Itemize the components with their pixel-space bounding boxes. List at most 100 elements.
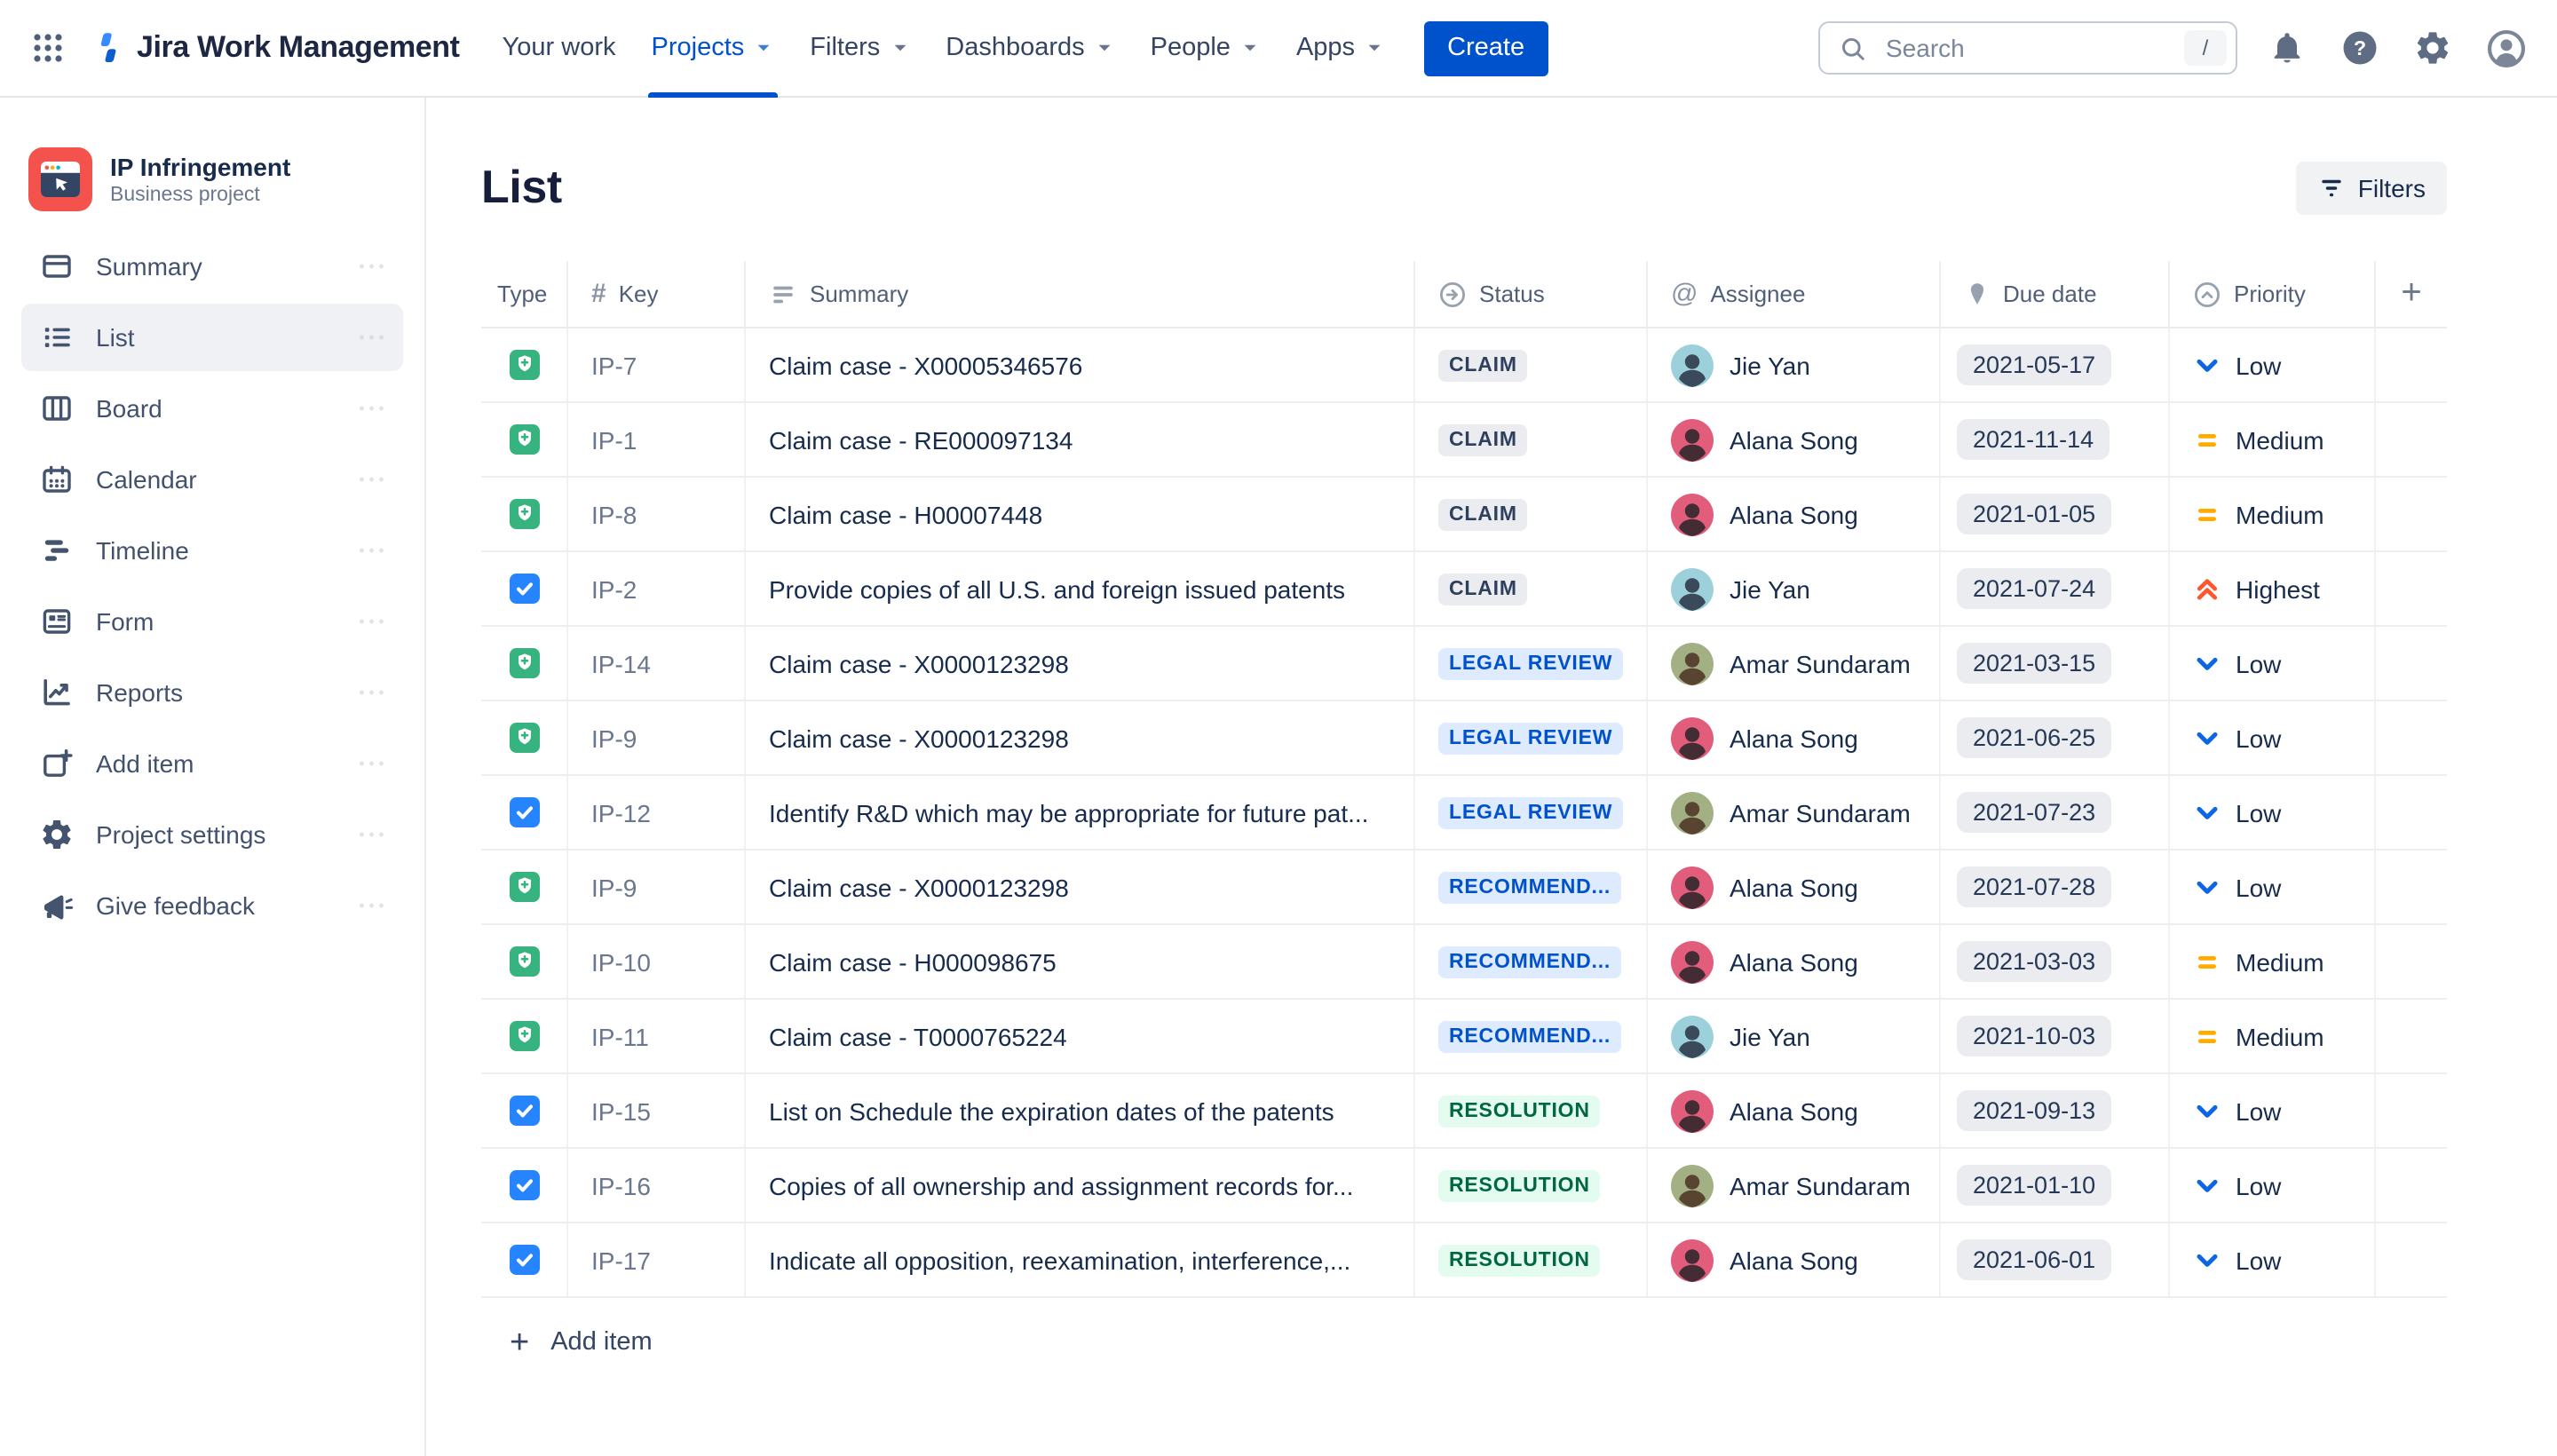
sidebar-item[interactable]: Form xyxy=(21,588,403,655)
sidebar-item[interactable]: Calendar xyxy=(21,446,403,513)
due-date-badge[interactable]: 2021-07-23 xyxy=(1957,792,2112,833)
summary-cell[interactable]: Claim case - T0000765224 xyxy=(746,1000,1415,1072)
status-badge[interactable]: RECOMMEND... xyxy=(1438,871,1622,903)
due-date-badge[interactable]: 2021-01-05 xyxy=(1957,494,2112,534)
item-overflow-dots[interactable] xyxy=(357,405,385,412)
summary-cell[interactable]: Claim case - X0000123298 xyxy=(746,851,1415,923)
issue-type-icon[interactable] xyxy=(509,1096,539,1126)
assignee[interactable]: Alana Song xyxy=(1671,940,1858,983)
item-overflow-dots[interactable] xyxy=(357,476,385,483)
issue-type-icon[interactable] xyxy=(509,946,539,977)
assignee[interactable]: Alana Song xyxy=(1671,716,1858,759)
due-date-badge[interactable]: 2021-10-03 xyxy=(1957,1016,2112,1056)
status-badge[interactable]: RECOMMEND... xyxy=(1438,1020,1622,1052)
column-header-status[interactable]: Status xyxy=(1415,261,1648,327)
summary-cell[interactable]: Indicate all opposition, reexamination, … xyxy=(746,1223,1415,1296)
column-header-priority[interactable]: Priority xyxy=(2170,261,2376,327)
add-item-button[interactable]: + Add item xyxy=(510,1324,653,1361)
item-overflow-dots[interactable] xyxy=(357,263,385,270)
project-header[interactable]: IP Infringement Business project xyxy=(21,147,403,211)
priority[interactable]: Medium xyxy=(2193,947,2324,976)
topnav-item[interactable]: Apps xyxy=(1278,0,1403,97)
item-overflow-dots[interactable] xyxy=(357,334,385,341)
issue-type-icon[interactable] xyxy=(509,574,539,604)
issue-type-icon[interactable] xyxy=(509,350,539,380)
sidebar-item[interactable]: Add item xyxy=(21,730,403,797)
sidebar-item[interactable]: Timeline xyxy=(21,517,403,584)
sidebar-item[interactable]: List xyxy=(21,304,403,371)
search-box[interactable]: / xyxy=(1818,21,2237,75)
item-overflow-dots[interactable] xyxy=(357,547,385,554)
status-badge[interactable]: RECOMMEND... xyxy=(1438,946,1622,977)
column-header-due-date[interactable]: Due date xyxy=(1941,261,2170,327)
sidebar-item[interactable]: Summary xyxy=(21,233,403,300)
item-overflow-dots[interactable] xyxy=(357,902,385,909)
item-overflow-dots[interactable] xyxy=(357,689,385,696)
due-date-badge[interactable]: 2021-09-13 xyxy=(1957,1090,2112,1131)
assignee[interactable]: Alana Song xyxy=(1671,493,1858,535)
assignee[interactable]: Jie Yan xyxy=(1671,567,1810,610)
due-date-badge[interactable]: 2021-01-10 xyxy=(1957,1165,2112,1206)
issue-type-icon[interactable] xyxy=(509,648,539,678)
priority[interactable]: Medium xyxy=(2193,1022,2324,1050)
priority[interactable]: Low xyxy=(2193,1171,2281,1199)
sidebar-item[interactable]: Give feedback xyxy=(21,872,403,939)
priority[interactable]: Low xyxy=(2193,873,2281,901)
issue-type-icon[interactable] xyxy=(509,1245,539,1275)
add-column-button[interactable]: + xyxy=(2376,261,2447,327)
issue-type-icon[interactable] xyxy=(509,1021,539,1051)
profile-avatar-icon[interactable] xyxy=(2482,25,2529,71)
assignee[interactable]: Jie Yan xyxy=(1671,344,1810,386)
assignee[interactable]: Alana Song xyxy=(1671,1089,1858,1132)
status-badge[interactable]: RESOLUTION xyxy=(1438,1169,1601,1201)
assignee[interactable]: Amar Sundaram xyxy=(1671,642,1911,684)
filters-button[interactable]: Filters xyxy=(2295,161,2447,214)
topnav-item[interactable]: Dashboards xyxy=(928,0,1132,97)
assignee[interactable]: Jie Yan xyxy=(1671,1015,1810,1057)
status-badge[interactable]: CLAIM xyxy=(1438,349,1528,381)
issue-type-icon[interactable] xyxy=(509,872,539,902)
issue-type-icon[interactable] xyxy=(509,1170,539,1200)
priority[interactable]: Low xyxy=(2193,351,2281,379)
summary-cell[interactable]: Claim case - X00005346576 xyxy=(746,328,1415,401)
assignee[interactable]: Amar Sundaram xyxy=(1671,791,1911,834)
issue-type-icon[interactable] xyxy=(509,424,539,455)
app-switcher-icon[interactable] xyxy=(21,21,75,75)
item-overflow-dots[interactable] xyxy=(357,618,385,625)
due-date-badge[interactable]: 2021-06-01 xyxy=(1957,1239,2112,1280)
issue-type-icon[interactable] xyxy=(509,797,539,827)
status-badge[interactable]: CLAIM xyxy=(1438,423,1528,455)
summary-cell[interactable]: Claim case - X0000123298 xyxy=(746,701,1415,774)
column-header-type[interactable]: Type xyxy=(481,261,568,327)
topnav-item[interactable]: Projects xyxy=(634,0,793,97)
summary-cell[interactable]: Claim case - X0000123298 xyxy=(746,627,1415,700)
due-date-badge[interactable]: 2021-06-25 xyxy=(1957,717,2112,758)
status-badge[interactable]: LEGAL REVIEW xyxy=(1438,796,1624,828)
due-date-badge[interactable]: 2021-05-17 xyxy=(1957,344,2112,385)
topnav-item[interactable]: Your work xyxy=(502,34,616,62)
due-date-badge[interactable]: 2021-07-28 xyxy=(1957,866,2112,907)
settings-gear-icon[interactable] xyxy=(2410,25,2456,71)
column-header-assignee[interactable]: @ Assignee xyxy=(1648,261,1941,327)
priority[interactable]: Low xyxy=(2193,649,2281,677)
priority[interactable]: Low xyxy=(2193,798,2281,827)
due-date-badge[interactable]: 2021-07-24 xyxy=(1957,568,2112,609)
status-badge[interactable]: CLAIM xyxy=(1438,573,1528,605)
summary-cell[interactable]: Identify R&D which may be appropriate fo… xyxy=(746,776,1415,849)
status-badge[interactable]: RESOLUTION xyxy=(1438,1095,1601,1127)
issue-type-icon[interactable] xyxy=(509,723,539,753)
notifications-bell-icon[interactable] xyxy=(2264,25,2310,71)
summary-cell[interactable]: Copies of all ownership and assignment r… xyxy=(746,1149,1415,1222)
status-badge[interactable]: LEGAL REVIEW xyxy=(1438,647,1624,679)
due-date-badge[interactable]: 2021-03-03 xyxy=(1957,941,2112,982)
due-date-badge[interactable]: 2021-11-14 xyxy=(1957,419,2110,460)
sidebar-item[interactable]: Reports xyxy=(21,659,403,726)
priority[interactable]: Low xyxy=(2193,1096,2281,1125)
issue-type-icon[interactable] xyxy=(509,499,539,529)
jira-logo[interactable]: Jira Work Management xyxy=(85,30,460,66)
due-date-badge[interactable]: 2021-03-15 xyxy=(1957,643,2112,684)
priority[interactable]: Low xyxy=(2193,724,2281,752)
status-badge[interactable]: LEGAL REVIEW xyxy=(1438,722,1624,754)
create-button[interactable]: Create xyxy=(1424,20,1548,75)
item-overflow-dots[interactable] xyxy=(357,831,385,838)
